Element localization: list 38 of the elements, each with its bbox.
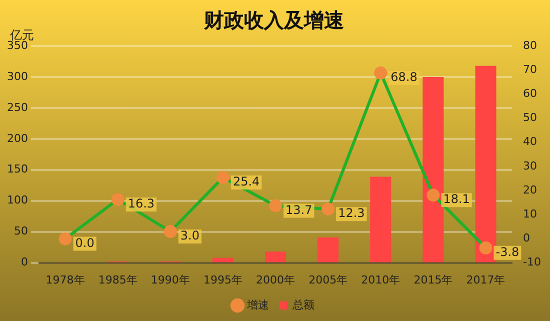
legend-label: 总额 [292,298,314,312]
y2-tick-label: 20 [523,183,538,196]
x-tick-label: 2010年 [361,273,400,286]
y2-tick-label: 70 [523,62,538,76]
x-tick-label: 1995年 [203,273,242,286]
data-label: -3.8 [496,244,520,259]
chart-title: 财政收入及增速 [203,8,344,32]
y-tick-label: 200 [6,132,28,145]
y-tick-label: 100 [6,194,28,207]
x-tick-label: 2015年 [414,273,453,286]
data-label: 25.4 [232,174,260,189]
data-label: 3.0 [180,228,200,243]
y-tick-label: 150 [6,162,28,176]
x-tick-label: 1978年 [46,273,85,286]
y2-tick-label: 0 [523,232,530,245]
data-label: 68.8 [390,70,418,84]
y2-tick-label: 60 [523,87,538,100]
data-label: 0.0 [75,236,94,250]
data-label: 12.3 [338,206,365,220]
y2-tick-label: 40 [523,135,538,148]
legend-label: 增速 [246,298,269,312]
y-tick-label: 250 [6,100,28,114]
data-label: 16.3 [128,196,155,211]
y2-tick-label: -10 [523,256,541,269]
y-tick-label: 0 [20,256,28,269]
x-tick-label: 2000年 [256,273,296,286]
data-label: 18.1 [443,192,470,206]
x-tick-label: 2017年 [466,273,506,286]
x-tick-label: 1990年 [150,273,190,286]
y2-tick-label: 80 [523,38,538,52]
y-tick-label: 300 [6,70,28,83]
data-label: 13.7 [286,202,312,217]
y-tick-label: 50 [14,224,28,238]
y2-tick-label: 30 [523,159,538,172]
x-tick-label: 1985年 [98,273,138,286]
x-tick-label: 2005年 [308,273,348,286]
y2-tick-label: 50 [523,111,538,124]
y2-tick-label: 10 [523,207,538,220]
